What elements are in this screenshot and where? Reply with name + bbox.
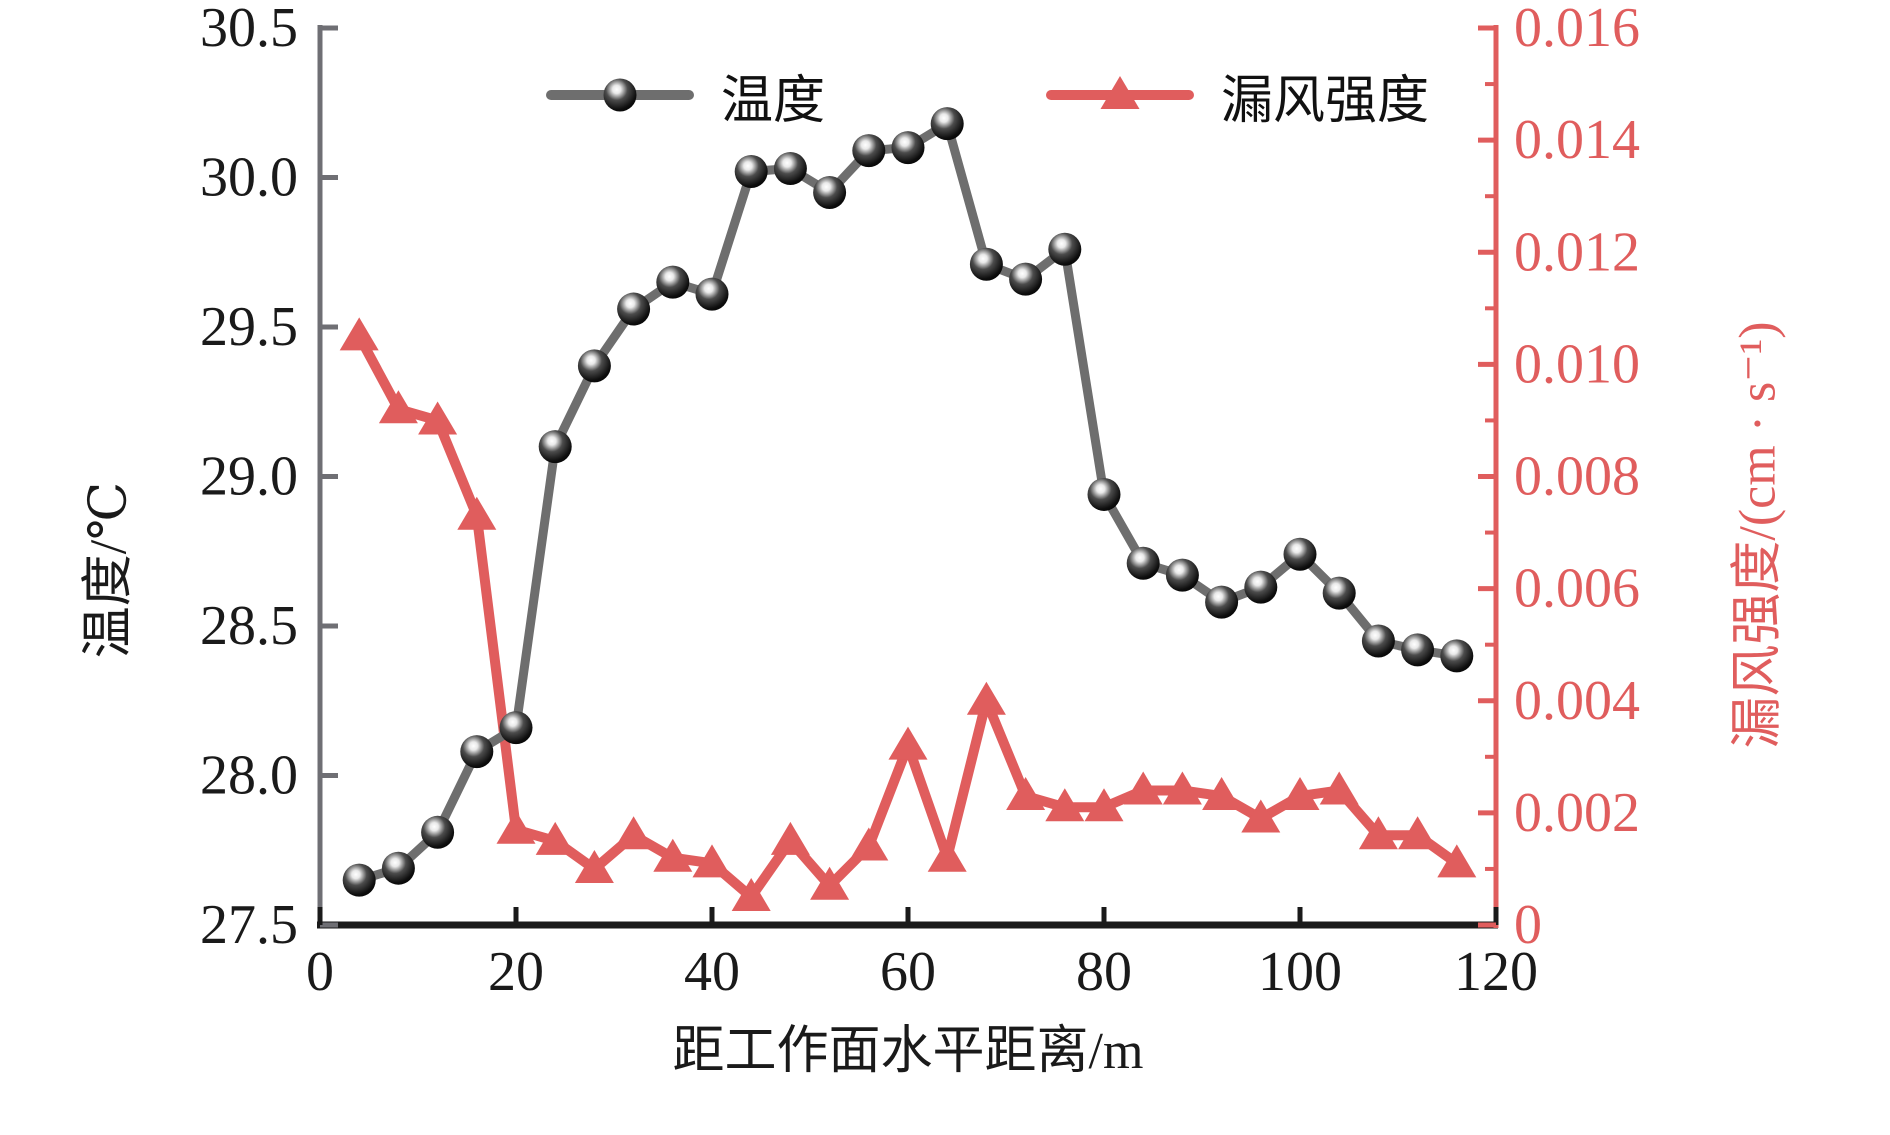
leakage-marker xyxy=(1123,771,1163,805)
leakage-marker xyxy=(457,496,497,530)
y-right-tick-label: 0.004 xyxy=(1514,670,1640,732)
temperature-marker xyxy=(695,277,729,311)
temperature-marker xyxy=(1322,576,1356,610)
leakage-marker xyxy=(496,810,536,844)
temperature-marker xyxy=(1126,546,1160,580)
leakage-marker xyxy=(692,844,732,878)
temperature-marker xyxy=(852,134,886,168)
y-right-tick-label: 0.014 xyxy=(1514,109,1640,171)
x-tick-label: 100 xyxy=(1258,941,1342,1003)
temperature-line xyxy=(354,119,1462,885)
series-layer xyxy=(339,107,1477,911)
leakage-marker xyxy=(927,838,967,872)
temperature-marker xyxy=(499,711,533,745)
legend-swatch-marker xyxy=(603,78,637,112)
temperature-marker xyxy=(656,265,690,299)
y-right-tick-label: 0.010 xyxy=(1514,333,1640,395)
temperature-marker xyxy=(342,863,376,897)
temperature-marker xyxy=(1205,585,1239,619)
y-left-tick-label: 28.0 xyxy=(200,745,298,807)
x-tick-label: 120 xyxy=(1454,941,1538,1003)
temperature-marker xyxy=(773,152,807,186)
temperature-marker xyxy=(930,107,964,141)
leakage-marker xyxy=(1084,788,1124,822)
leakage-marker xyxy=(614,816,654,850)
leakage-line xyxy=(354,331,1462,902)
legend-label-leakage: 漏风强度 xyxy=(1221,72,1430,130)
leakage-marker xyxy=(1398,816,1438,850)
x-tick-label: 20 xyxy=(488,941,544,1003)
leakage-marker xyxy=(574,849,614,883)
leakage-marker xyxy=(1280,777,1320,811)
leakage-marker xyxy=(653,838,693,872)
y-right-tick-label: 0.006 xyxy=(1514,558,1640,620)
leakage-marker xyxy=(888,726,928,760)
leakage-marker xyxy=(966,681,1006,715)
leakage-marker xyxy=(1241,799,1281,833)
leakage-marker xyxy=(1162,771,1202,805)
leakage-marker xyxy=(1202,777,1242,811)
y-left-tick-label: 30.5 xyxy=(200,0,298,59)
y-right-tick-label: 0.008 xyxy=(1514,446,1640,508)
legend-item-temperature: 温度 xyxy=(545,60,825,130)
axes-layer xyxy=(317,25,1499,929)
temperature-marker xyxy=(538,430,572,464)
temperature-marker xyxy=(813,175,847,209)
legend-item-leakage: 漏风强度 xyxy=(1045,60,1429,130)
leakage-marker xyxy=(339,317,379,351)
leakage-legend-marker xyxy=(1046,76,1194,109)
leakage-marker xyxy=(535,821,575,855)
temperature-marker xyxy=(577,349,611,383)
temperature-legend-marker xyxy=(546,78,694,112)
legend-swatch-marker xyxy=(1100,76,1140,109)
y-left-tick-label: 30.0 xyxy=(200,147,298,209)
temperature-marker xyxy=(734,155,768,189)
temperature-marker xyxy=(617,292,651,326)
leakage-marker xyxy=(418,401,458,435)
y-right-tick-label: 0.012 xyxy=(1514,221,1640,283)
y-left-tick-label: 27.5 xyxy=(200,894,298,956)
leakage-marker xyxy=(731,877,771,911)
y-left-tick-label: 28.5 xyxy=(200,595,298,657)
leakage-marker xyxy=(810,866,850,900)
y-axis-title-left: 温度/℃ xyxy=(80,481,138,659)
temperature-marker xyxy=(1165,558,1199,592)
x-axis-title: 距工作面水平距离/m xyxy=(672,1023,1144,1080)
legend-label-temperature: 温度 xyxy=(721,72,826,130)
leakage-marker xyxy=(378,390,418,424)
temperature-marker xyxy=(891,131,925,165)
y-right-tick-label: 0.002 xyxy=(1514,782,1640,844)
leakage-marker xyxy=(1437,844,1477,878)
temperature-marker xyxy=(969,247,1003,281)
temperature-marker xyxy=(1087,477,1121,511)
temperature-marker xyxy=(1244,570,1278,604)
x-tick-label: 0 xyxy=(306,941,334,1003)
leakage-marker xyxy=(1358,816,1398,850)
temperature-marker xyxy=(381,851,415,885)
y-left-tick-label: 29.0 xyxy=(200,446,298,508)
temperature-marker xyxy=(1401,633,1435,667)
temperature-marker xyxy=(460,735,494,769)
temperature-marker xyxy=(1283,537,1317,571)
leakage-marker xyxy=(849,827,889,861)
leakage-marker xyxy=(770,821,810,855)
x-tick-label: 40 xyxy=(684,941,740,1003)
leakage-marker xyxy=(1319,771,1359,805)
y-axis-title-right: 漏风强度/(cm · s⁻¹) xyxy=(1729,321,1787,749)
x-tick-label: 80 xyxy=(1076,941,1132,1003)
y-left-tick-label: 29.5 xyxy=(200,296,298,358)
temperature-marker xyxy=(1048,232,1082,266)
temperature-marker xyxy=(1440,639,1474,673)
leakage-marker xyxy=(1006,777,1046,811)
tick-label-layer: 27.5 28.0 28.5 29.0 29.5 30.0 30.5 0 20 40 60 80 100… xyxy=(200,0,1640,1003)
leakage-marker xyxy=(1045,788,1085,822)
y-right-tick-label: 0 xyxy=(1514,894,1542,956)
temperature-marker xyxy=(421,815,455,849)
temperature-marker xyxy=(1009,262,1043,296)
y-right-tick-label: 0.016 xyxy=(1514,0,1640,59)
temperature-marker xyxy=(1361,624,1395,658)
x-tick-label: 60 xyxy=(880,941,936,1003)
